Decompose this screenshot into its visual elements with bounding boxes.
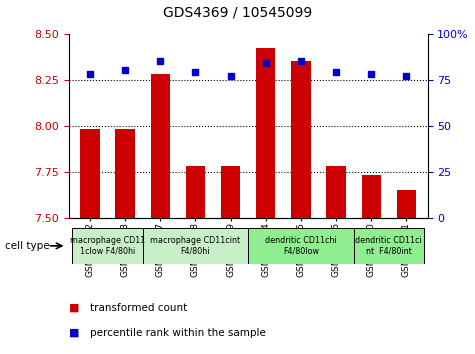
Text: percentile rank within the sample: percentile rank within the sample (90, 328, 266, 338)
Bar (186, 166, 205, 218)
Text: dendritic CD11ci
nt  F4/80int: dendritic CD11ci nt F4/80int (355, 236, 422, 256)
Bar (151, 74, 170, 218)
Text: macrophage CD11
1clow F4/80hi: macrophage CD11 1clow F4/80hi (70, 236, 145, 256)
Bar (361, 175, 381, 218)
Text: dendritic CD11chi
F4/80low: dendritic CD11chi F4/80low (265, 236, 337, 256)
Text: macrophage CD11cint
F4/80hi: macrophage CD11cint F4/80hi (151, 236, 240, 256)
Text: transformed count: transformed count (90, 303, 188, 313)
Bar (291, 61, 311, 218)
Bar (256, 48, 276, 218)
Bar (397, 190, 416, 218)
Bar (115, 129, 135, 218)
Text: ■: ■ (69, 303, 79, 313)
Bar (72, 228, 142, 264)
Text: GDS4369 / 10545099: GDS4369 / 10545099 (163, 5, 312, 19)
Bar (354, 228, 424, 264)
Bar (142, 228, 248, 264)
Bar (80, 129, 100, 218)
Bar (326, 166, 346, 218)
Text: cell type: cell type (5, 241, 49, 251)
Bar (248, 228, 354, 264)
Text: ■: ■ (69, 328, 79, 338)
Bar (221, 166, 240, 218)
